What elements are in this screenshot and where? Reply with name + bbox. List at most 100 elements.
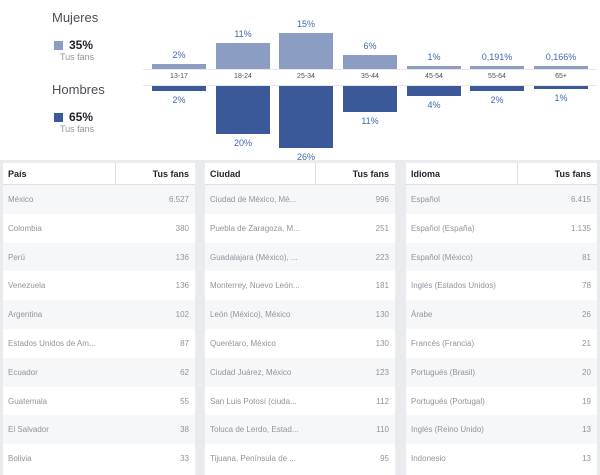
row-label: Ciudad de México, Mé... xyxy=(210,195,297,204)
men-bar-18-24[interactable] xyxy=(216,86,270,134)
row-label: Francés (Francia) xyxy=(411,338,475,348)
row-label: Puebla de Zaragoza, M... xyxy=(210,223,300,233)
women-legend-title: Mujeres xyxy=(52,10,99,25)
table-body: Español 6.415 Español (España) 1.135 Español… xyxy=(406,185,597,473)
table-header: Ciudad Tus fans xyxy=(205,163,395,185)
age-label-35-44: 35-44 xyxy=(361,73,379,80)
table-row: Francés (Francia) 21 xyxy=(406,329,597,358)
row-fans-count: 6.527 xyxy=(168,195,189,204)
women-bar-13-17[interactable] xyxy=(152,64,206,69)
women-value-35-44: 6% xyxy=(363,40,377,51)
age-label-18-24: 18-24 xyxy=(234,73,252,80)
table-row: Argentina 102 xyxy=(3,300,195,329)
women-value-45-54: 1% xyxy=(427,52,441,62)
age-gender-chart: Mujeres 35% Tus fans Hombres 65% Tus fan… xyxy=(0,0,600,162)
table-row: Portugués (Portugal) 19 xyxy=(406,387,597,416)
table-row: México 6.527 xyxy=(3,185,195,214)
table-row: Ciudad Juárez, México 123 xyxy=(205,357,395,387)
row-label: Indonesio xyxy=(411,454,446,464)
table-row: Colombia 380 xyxy=(3,214,195,243)
row-fans-count: 26 xyxy=(582,310,591,320)
table-row: Bolivia 33 xyxy=(3,444,195,473)
row-label: Venezuela xyxy=(8,281,46,291)
women-bar-25-34[interactable] xyxy=(279,33,333,69)
row-fans-count: 996 xyxy=(375,195,389,204)
men-bar-35-44[interactable] xyxy=(343,86,397,113)
row-label: Querétaro, México xyxy=(210,338,276,348)
row-fans-count: 21 xyxy=(582,338,591,348)
men-value-45-54: 4% xyxy=(427,99,441,110)
column-header-label[interactable]: Ciudad xyxy=(210,169,241,179)
row-label: León (México), México xyxy=(210,310,291,320)
women-bar-55-64[interactable] xyxy=(470,66,524,69)
column-header-fans[interactable]: Tus fans xyxy=(517,163,597,184)
men-value-55-64: 2% xyxy=(490,94,504,105)
women-bar-45-54[interactable] xyxy=(407,66,461,69)
column-header-label[interactable]: País xyxy=(8,169,27,179)
women-value-18-24: 11% xyxy=(234,28,252,39)
women-value-65+: 0,166% xyxy=(545,52,577,62)
row-fans-count: 251 xyxy=(375,223,389,233)
row-label: Guatemala xyxy=(8,396,48,406)
men-bar-65+[interactable] xyxy=(534,86,588,89)
language-table: Idioma Tus fans Español 6.415 Español (Españ… xyxy=(406,163,597,475)
table-row: Portugués (Brasil) 20 xyxy=(406,357,597,387)
row-label: Portugués (Brasil) xyxy=(411,367,476,377)
table-row: Estados Unidos de Am... 87 xyxy=(3,329,195,358)
row-fans-count: 112 xyxy=(376,396,389,406)
age-label-13-17: 13-17 xyxy=(170,73,188,80)
table-row: Guadalajara (México), ... 223 xyxy=(205,242,395,272)
table-row: Español (España) 1.135 xyxy=(406,214,597,243)
table-row: Toluca de Lerdo, Estad... 110 xyxy=(205,415,395,445)
row-label: San Luis Potosí (ciuda... xyxy=(210,396,297,406)
row-fans-count: 6.415 xyxy=(570,195,591,204)
table-row: Ecuador 62 xyxy=(3,357,195,387)
row-label: Portugués (Portugal) xyxy=(411,396,485,406)
row-fans-count: 78 xyxy=(582,281,591,291)
table-row: Puebla de Zaragoza, M... 251 xyxy=(205,214,395,243)
table-row: Monterrey, Nuevo León... 181 xyxy=(205,271,395,300)
row-label: Español xyxy=(411,195,440,204)
table-row: Venezuela 136 xyxy=(3,271,195,300)
row-fans-count: 62 xyxy=(180,367,189,377)
men-bar-45-54[interactable] xyxy=(407,86,461,96)
row-fans-count: 123 xyxy=(375,367,389,377)
column-header-fans[interactable]: Tus fans xyxy=(115,163,195,184)
table-header: País Tus fans xyxy=(3,163,195,185)
table-row: Perú 136 xyxy=(3,242,195,272)
women-bar-35-44[interactable] xyxy=(343,54,397,69)
table-row: Indonesio 13 xyxy=(406,444,597,473)
row-label: México xyxy=(8,195,34,204)
men-value-65+: 1% xyxy=(554,93,568,103)
men-legend-title: Hombres xyxy=(52,82,105,97)
men-swatch xyxy=(54,113,63,122)
row-fans-count: 136 xyxy=(175,281,189,291)
row-fans-count: 13 xyxy=(582,454,591,464)
row-fans-count: 20 xyxy=(582,367,591,377)
row-label: Bolivia xyxy=(8,454,32,464)
women-bar-65+[interactable] xyxy=(534,66,588,69)
column-header-label[interactable]: Idioma xyxy=(411,169,441,179)
row-fans-count: 19 xyxy=(582,396,591,406)
row-label: Estados Unidos de Am... xyxy=(8,338,96,348)
row-fans-count: 33 xyxy=(180,454,189,464)
age-label-45-54: 45-54 xyxy=(425,73,443,80)
men-bar-13-17[interactable] xyxy=(152,86,206,91)
women-value-55-64: 0,191% xyxy=(481,52,513,62)
row-fans-count: 1.135 xyxy=(570,223,591,233)
table-row: Ciudad de México, Mé... 996 xyxy=(205,185,395,214)
row-label: Argentina xyxy=(8,310,43,320)
men-bar-55-64[interactable] xyxy=(470,86,524,91)
table-row: Árabe 26 xyxy=(406,300,597,329)
row-fans-count: 130 xyxy=(375,310,389,320)
women-bar-18-24[interactable] xyxy=(216,42,270,69)
men-value-13-17: 2% xyxy=(172,94,186,105)
table-header: Idioma Tus fans xyxy=(406,163,597,185)
column-header-fans[interactable]: Tus fans xyxy=(315,163,395,184)
row-label: El Salvador xyxy=(8,425,49,435)
row-label: Colombia xyxy=(8,223,42,233)
women-fans-label: Tus fans xyxy=(60,52,95,62)
men-bar-25-34[interactable] xyxy=(279,86,333,149)
row-fans-count: 130 xyxy=(375,338,389,348)
row-fans-count: 87 xyxy=(180,338,189,348)
